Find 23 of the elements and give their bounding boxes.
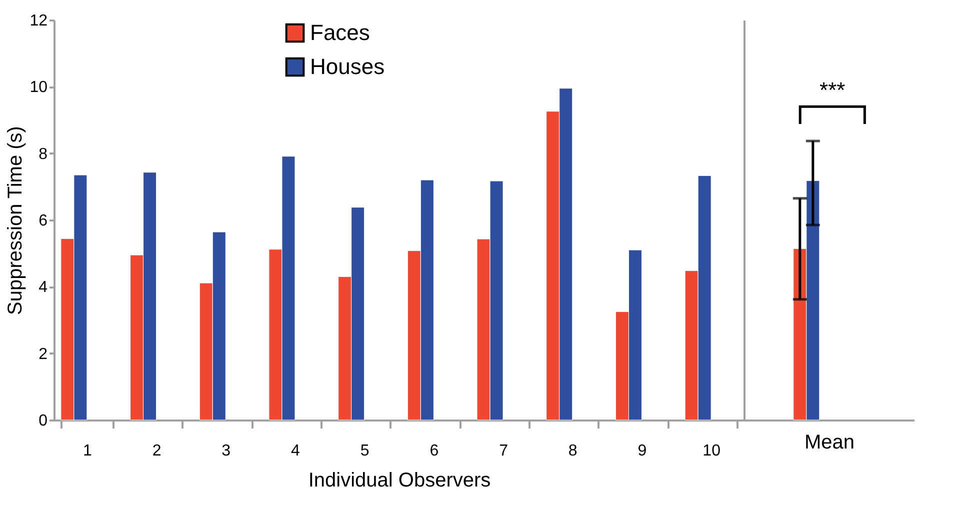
- x-tick-label: 6: [430, 442, 439, 460]
- x-tick-label: 7: [499, 442, 508, 460]
- y-tick-label: 10: [30, 79, 48, 96]
- x-tick-label: 4: [291, 442, 300, 460]
- x-tick-label: 8: [568, 442, 578, 460]
- x-tick-label: 5: [360, 442, 370, 460]
- x-tick-label: 3: [222, 442, 231, 460]
- y-tick-label: 12: [30, 12, 48, 30]
- legend-label: Houses: [310, 54, 385, 79]
- y-tick-label: 2: [38, 346, 48, 363]
- x-axis-title: Individual Observers: [308, 470, 491, 492]
- y-tick-label: 0: [38, 412, 48, 430]
- y-tick-label: 6: [38, 212, 48, 230]
- legend-label: Faces: [310, 20, 370, 45]
- y-tick-label: 4: [38, 279, 48, 296]
- x-tick-label: 2: [152, 442, 162, 460]
- x-axis-title: Mean: [804, 432, 855, 454]
- x-tick-label: 9: [638, 442, 647, 460]
- x-tick-label: 1: [82, 442, 92, 460]
- x-tick-label: 10: [702, 442, 721, 460]
- y-axis-title: Suppression Time (s): [4, 126, 27, 315]
- annotation: ***: [820, 78, 846, 103]
- y-tick-label: 8: [38, 146, 48, 163]
